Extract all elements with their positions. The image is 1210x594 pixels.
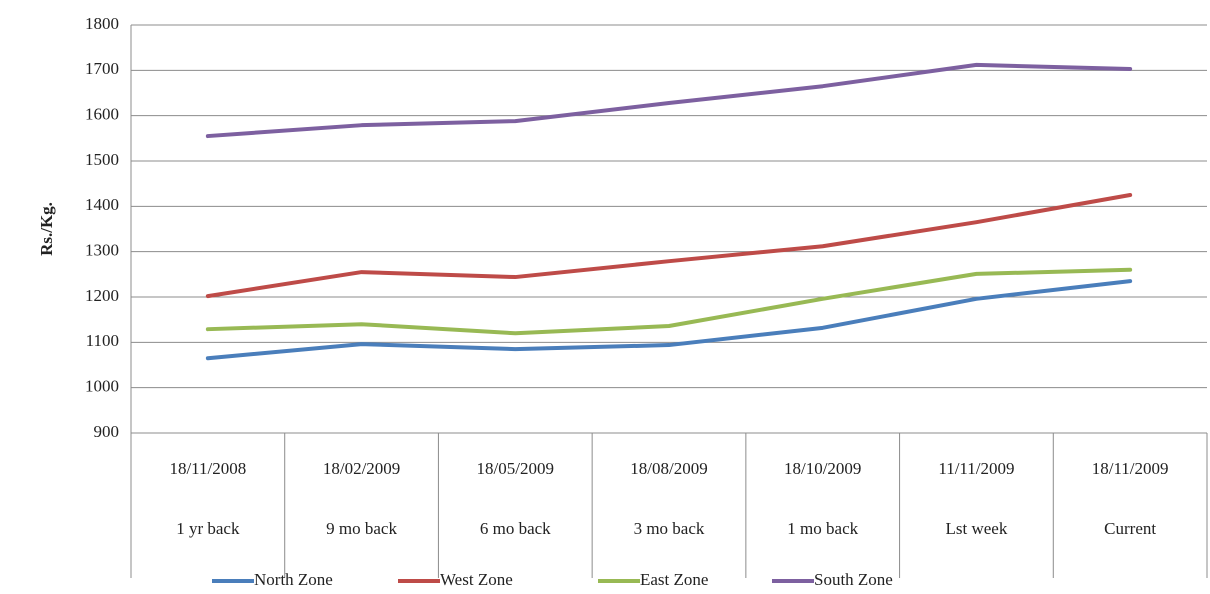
x-tick-label: 18/08/2009: [630, 459, 707, 478]
series-line: [205, 267, 1133, 336]
series-line: [205, 279, 1133, 361]
y-tick-label: 900: [94, 422, 120, 441]
y-axis-label: Rs./Kg.: [37, 202, 56, 256]
x-group-label: Current: [1104, 519, 1156, 538]
y-tick-label: 1200: [85, 286, 119, 305]
y-tick-label: 1700: [85, 59, 119, 78]
y-tick-label: 1000: [85, 377, 119, 396]
y-tick-label: 1400: [85, 195, 119, 214]
x-tick-label: 18/05/2009: [477, 459, 554, 478]
legend-label: North Zone: [254, 570, 333, 589]
legend-label: West Zone: [440, 570, 513, 589]
x-tick-label: 18/10/2009: [784, 459, 861, 478]
x-group-label: 1 mo back: [787, 519, 858, 538]
series-line: [205, 62, 1133, 139]
legend-label: South Zone: [814, 570, 893, 589]
y-tick-label: 1100: [86, 331, 119, 350]
y-tick-label: 1300: [85, 241, 119, 260]
x-tick-label: 18/02/2009: [323, 459, 400, 478]
x-group-label: 3 mo back: [634, 519, 705, 538]
series-line: [205, 193, 1133, 299]
x-group-label: Lst week: [946, 519, 1008, 538]
y-tick-label: 1600: [85, 105, 119, 124]
y-tick-label: 1800: [85, 14, 119, 33]
x-group-label: 6 mo back: [480, 519, 551, 538]
x-tick-label: 11/11/2009: [938, 459, 1014, 478]
x-group-label: 9 mo back: [326, 519, 397, 538]
x-tick-label: 18/11/2009: [1092, 459, 1169, 478]
x-group-label: 1 yr back: [176, 519, 240, 538]
legend-label: East Zone: [640, 570, 708, 589]
y-tick-label: 1500: [85, 150, 119, 169]
x-tick-label: 18/11/2008: [169, 459, 246, 478]
